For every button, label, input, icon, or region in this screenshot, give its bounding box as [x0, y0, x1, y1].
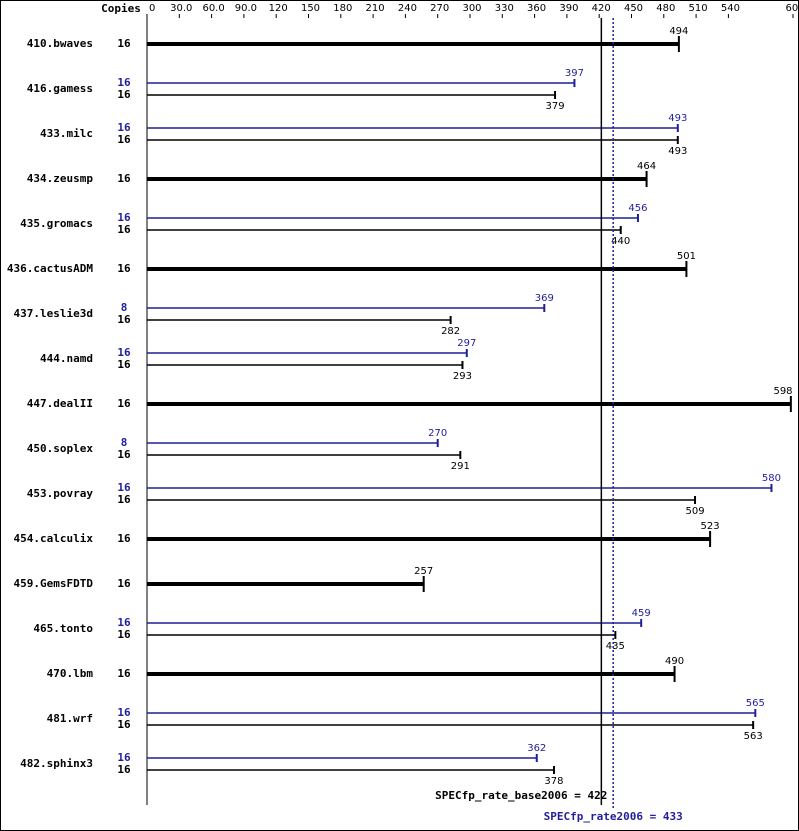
copies-label: 16: [117, 667, 131, 680]
x-tick-label: 60.0: [202, 3, 224, 14]
reference-label: SPECfp_rate2006 = 433: [544, 810, 683, 823]
copies-label: 16: [117, 313, 131, 326]
benchmark-label: 435.gromacs: [20, 217, 93, 230]
value-label: 297: [457, 338, 476, 349]
x-tick-label: 90.0: [235, 3, 257, 14]
benchmark-label: 482.sphinx3: [20, 757, 93, 770]
value-label: 362: [527, 743, 546, 754]
benchmark-label: 410.bwaves: [27, 37, 93, 50]
value-label: 440: [611, 236, 630, 247]
value-label: 257: [414, 566, 433, 577]
copies-label: 16: [117, 763, 131, 776]
value-label: 490: [665, 656, 684, 667]
copies-label: 16: [117, 718, 131, 731]
value-label: 493: [668, 113, 687, 124]
copies-label: 16: [117, 706, 131, 719]
value-label: 369: [535, 293, 554, 304]
value-label: 464: [637, 161, 656, 172]
reference-label: SPECfp_rate_base2006 = 422: [435, 789, 607, 802]
value-label: 493: [668, 146, 687, 157]
value-label: 494: [669, 26, 688, 37]
benchmark-label: 470.lbm: [47, 667, 94, 680]
copies-label: 16: [117, 358, 131, 371]
benchmark-label: 433.milc: [40, 127, 93, 140]
copies-label: 16: [117, 493, 131, 506]
copies-label: 16: [117, 616, 131, 629]
x-tick-label: 450: [624, 3, 643, 14]
copies-label: 16: [117, 172, 131, 185]
x-tick-label: 270: [430, 3, 449, 14]
value-label: 378: [544, 776, 563, 787]
copies-label: 8: [121, 301, 128, 314]
x-tick-label: 120: [269, 3, 288, 14]
value-label: 563: [744, 731, 763, 742]
x-tick-label: 300: [462, 3, 481, 14]
copies-label: 16: [117, 532, 131, 545]
x-tick-label: 330: [495, 3, 514, 14]
copies-label: 16: [117, 628, 131, 641]
benchmark-label: 437.leslie3d: [14, 307, 93, 320]
benchmark-label: 459.GemsFDTD: [14, 577, 94, 590]
x-tick-label: 480: [656, 3, 675, 14]
benchmark-label: 481.wrf: [47, 712, 93, 725]
x-tick-label: 390: [559, 3, 578, 14]
x-tick-label: 510: [689, 3, 708, 14]
x-tick-label: 210: [366, 3, 385, 14]
copies-label: 16: [117, 397, 131, 410]
value-label: 509: [685, 506, 704, 517]
copies-label: 16: [117, 346, 131, 359]
value-label: 291: [451, 461, 470, 472]
value-label: 580: [762, 473, 781, 484]
x-tick-label: 240: [398, 3, 417, 14]
value-label: 456: [628, 203, 647, 214]
copies-label: 16: [117, 751, 131, 764]
benchmark-label: 453.povray: [27, 487, 94, 500]
value-label: 501: [677, 251, 696, 262]
copies-label: 16: [117, 577, 131, 590]
value-label: 379: [546, 101, 565, 112]
copies-label: 16: [117, 262, 131, 275]
value-label: 598: [773, 386, 792, 397]
benchmark-label: 454.calculix: [14, 532, 94, 545]
copies-header: Copies: [101, 2, 141, 15]
copies-label: 8: [121, 436, 128, 449]
copies-label: 16: [117, 223, 131, 236]
value-label: 565: [746, 698, 765, 709]
x-tick-label: 0: [149, 3, 155, 14]
x-tick-label: 180: [333, 3, 352, 14]
benchmark-label: 444.namd: [40, 352, 93, 365]
copies-label: 16: [117, 133, 131, 146]
x-tick-label: 360: [527, 3, 546, 14]
value-label: 282: [441, 326, 460, 337]
x-tick-label: 540: [721, 3, 740, 14]
value-label: 270: [428, 428, 447, 439]
copies-label: 16: [117, 76, 131, 89]
value-label: 523: [701, 521, 720, 532]
x-tick-label: 600: [785, 3, 799, 14]
copies-label: 16: [117, 211, 131, 224]
benchmark-label: 447.dealII: [27, 397, 93, 410]
x-tick-label: 420: [592, 3, 611, 14]
copies-label: 16: [117, 481, 131, 494]
benchmark-label: 434.zeusmp: [27, 172, 94, 185]
value-label: 293: [453, 371, 472, 382]
x-tick-label: 150: [301, 3, 320, 14]
copies-label: 16: [117, 121, 131, 134]
benchmark-label: 465.tonto: [33, 622, 93, 635]
copies-label: 16: [117, 448, 131, 461]
value-label: 459: [632, 608, 651, 619]
copies-label: 16: [117, 88, 131, 101]
benchmark-label: 436.cactusADM: [7, 262, 93, 275]
benchmark-label: 450.soplex: [27, 442, 94, 455]
value-label: 397: [565, 68, 584, 79]
x-tick-label: 30.0: [170, 3, 192, 14]
copies-label: 16: [117, 37, 131, 50]
benchmark-label: 416.gamess: [27, 82, 93, 95]
value-label: 435: [606, 641, 625, 652]
